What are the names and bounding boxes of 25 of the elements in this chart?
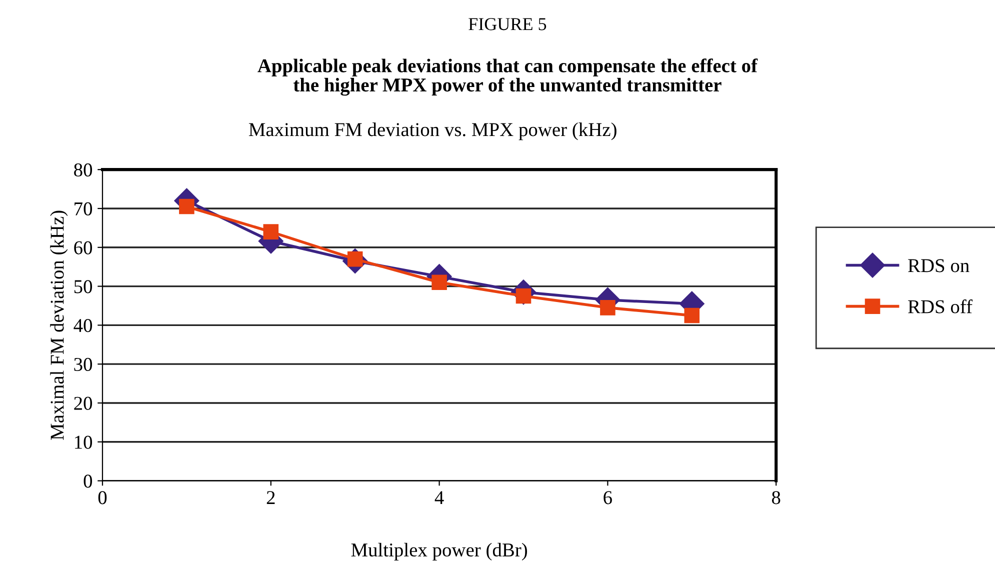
x-tick-label: 8 (772, 491, 780, 504)
point (432, 274, 447, 290)
x-axis-title: Multiplex power (dBr) (351, 542, 527, 560)
point (600, 300, 616, 316)
y-tick-label: 40 (74, 319, 92, 332)
x-tick-label: 0 (98, 491, 107, 504)
point (684, 308, 700, 324)
x-tick-label: 2 (266, 491, 275, 504)
y-tick-label: 50 (74, 280, 92, 294)
y-tick-label: 80 (74, 163, 92, 177)
x-tick-label: 4 (434, 491, 444, 504)
point (179, 198, 194, 214)
y-axis-title: Maximal FM deviation (kHz) (50, 210, 68, 440)
chart-subtitle: Maximum FM deviation vs. MPX power (kHz) (248, 122, 616, 140)
legend-label: RDS off (908, 299, 973, 314)
y-tick-label: 60 (74, 241, 92, 254)
y-tick-label: 0 (84, 474, 92, 488)
chart-title: FIGURE 5 Applicable peak deviations that can compensate the effect of the higher MPX power of the unwanted transmitter (258, 18, 758, 96)
y-tick-label: 70 (74, 202, 92, 216)
y-tick-label: 30 (74, 358, 92, 372)
point (263, 224, 279, 240)
y-tick-label: 20 (74, 396, 92, 410)
legend-label: RDS on (908, 259, 970, 272)
x-tick-label: 6 (604, 491, 612, 504)
y-tick-label: 10 (75, 436, 92, 449)
